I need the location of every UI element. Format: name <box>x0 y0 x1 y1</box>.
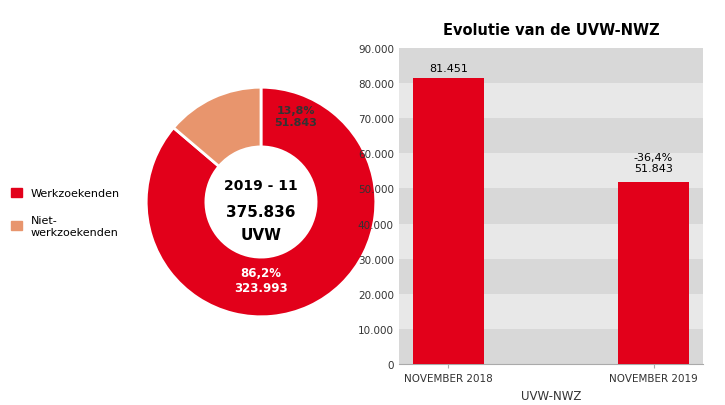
Title: Evolutie van de UVW-NWZ: Evolutie van de UVW-NWZ <box>443 23 659 38</box>
Bar <box>413 79 484 364</box>
X-axis label: UVW-NWZ: UVW-NWZ <box>521 389 581 402</box>
Text: 13,8%
51.843: 13,8% 51.843 <box>274 106 317 128</box>
Bar <box>399 154 703 189</box>
Text: 81.451: 81.451 <box>429 63 468 73</box>
Bar <box>399 329 703 364</box>
Wedge shape <box>146 88 376 317</box>
Bar <box>399 259 703 294</box>
Bar <box>399 119 703 154</box>
Wedge shape <box>173 88 261 167</box>
Text: 86,2%
323.993: 86,2% 323.993 <box>234 266 288 294</box>
Text: 375.836: 375.836 <box>226 204 296 219</box>
Bar <box>399 224 703 259</box>
Text: UVW: UVW <box>241 227 281 242</box>
Bar <box>399 84 703 119</box>
Bar <box>399 49 703 84</box>
Text: -36,4%
51.843: -36,4% 51.843 <box>634 152 673 174</box>
Bar <box>399 294 703 329</box>
Bar <box>618 183 689 364</box>
Text: 2019 - 11: 2019 - 11 <box>224 178 298 192</box>
Legend: Werkzoekenden, Niet-
werkzoekenden: Werkzoekenden, Niet- werkzoekenden <box>11 188 120 237</box>
Bar <box>399 189 703 224</box>
